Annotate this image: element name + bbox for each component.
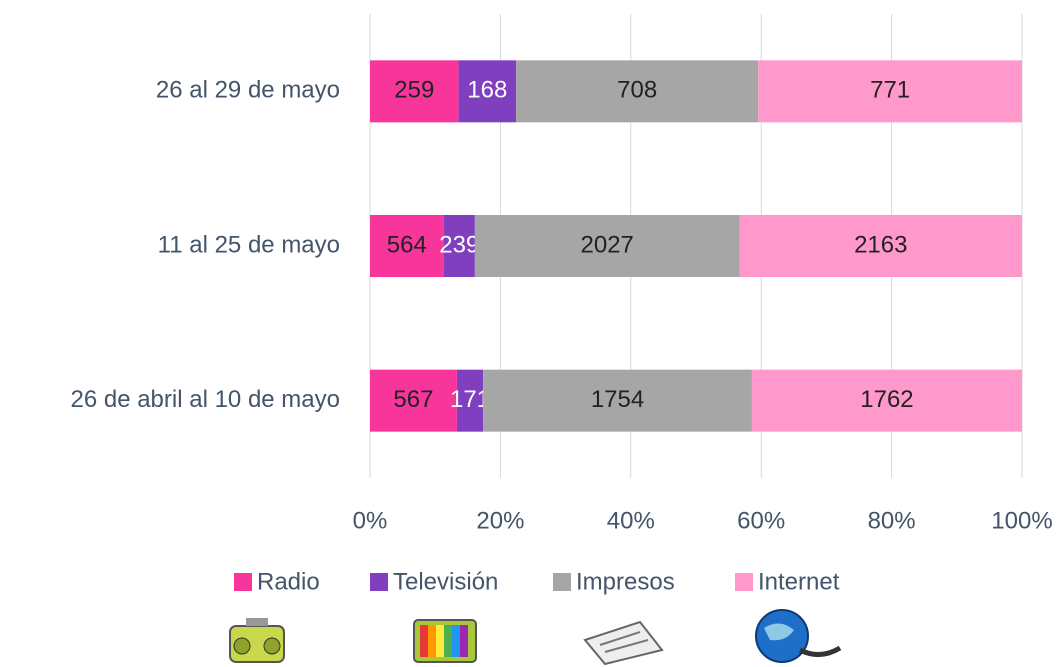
data-label: 168 xyxy=(467,77,507,104)
bar-segment xyxy=(370,215,444,277)
y-tick-label: 26 al 29 de mayo xyxy=(156,77,340,104)
data-label: 1762 xyxy=(860,386,913,413)
data-label: 564 xyxy=(387,231,427,258)
data-label: 2163 xyxy=(854,231,907,258)
bar-segment xyxy=(483,369,752,432)
x-tick-label: 20% xyxy=(476,507,524,534)
legend-swatch xyxy=(735,573,753,591)
bar-segment xyxy=(474,215,740,277)
data-label: 708 xyxy=(617,77,657,104)
data-label: 2027 xyxy=(581,231,634,258)
bar-segment xyxy=(758,60,1022,123)
legend-label: Televisión xyxy=(393,568,498,595)
newspaper-icon xyxy=(583,620,664,666)
y-tick-label: 11 al 25 de mayo xyxy=(158,231,340,258)
bar-segment xyxy=(458,60,517,123)
tv-icon xyxy=(413,619,477,663)
bar-segment xyxy=(456,369,484,432)
x-tick-label: 100% xyxy=(991,507,1052,534)
data-label: 239 xyxy=(439,231,479,258)
bar-segment xyxy=(739,215,1022,277)
x-tick-label: 0% xyxy=(353,507,388,534)
bar-segment xyxy=(370,369,457,432)
data-label: 771 xyxy=(870,77,910,104)
y-tick-label: 26 de abril al 10 de mayo xyxy=(70,386,340,413)
bar-segment xyxy=(443,215,475,277)
x-tick-label: 80% xyxy=(868,507,916,534)
bar-segment xyxy=(370,60,459,123)
bar-segment xyxy=(516,60,759,123)
legend-label: Impresos xyxy=(576,568,675,595)
data-label: 567 xyxy=(393,386,433,413)
icons xyxy=(229,609,842,666)
bar-segment xyxy=(751,369,1022,432)
x-tick-label: 60% xyxy=(737,507,785,534)
legend-swatch xyxy=(234,573,252,591)
legend-label: Internet xyxy=(758,568,840,595)
legend-swatch xyxy=(370,573,388,591)
x-tick-label: 40% xyxy=(607,507,655,534)
data-label: 1754 xyxy=(591,386,644,413)
radio-icon xyxy=(229,618,285,663)
data-label: 259 xyxy=(394,77,434,104)
legend-swatch xyxy=(553,573,571,591)
legend-label: Radio xyxy=(257,568,320,595)
globe-icon xyxy=(755,609,842,663)
